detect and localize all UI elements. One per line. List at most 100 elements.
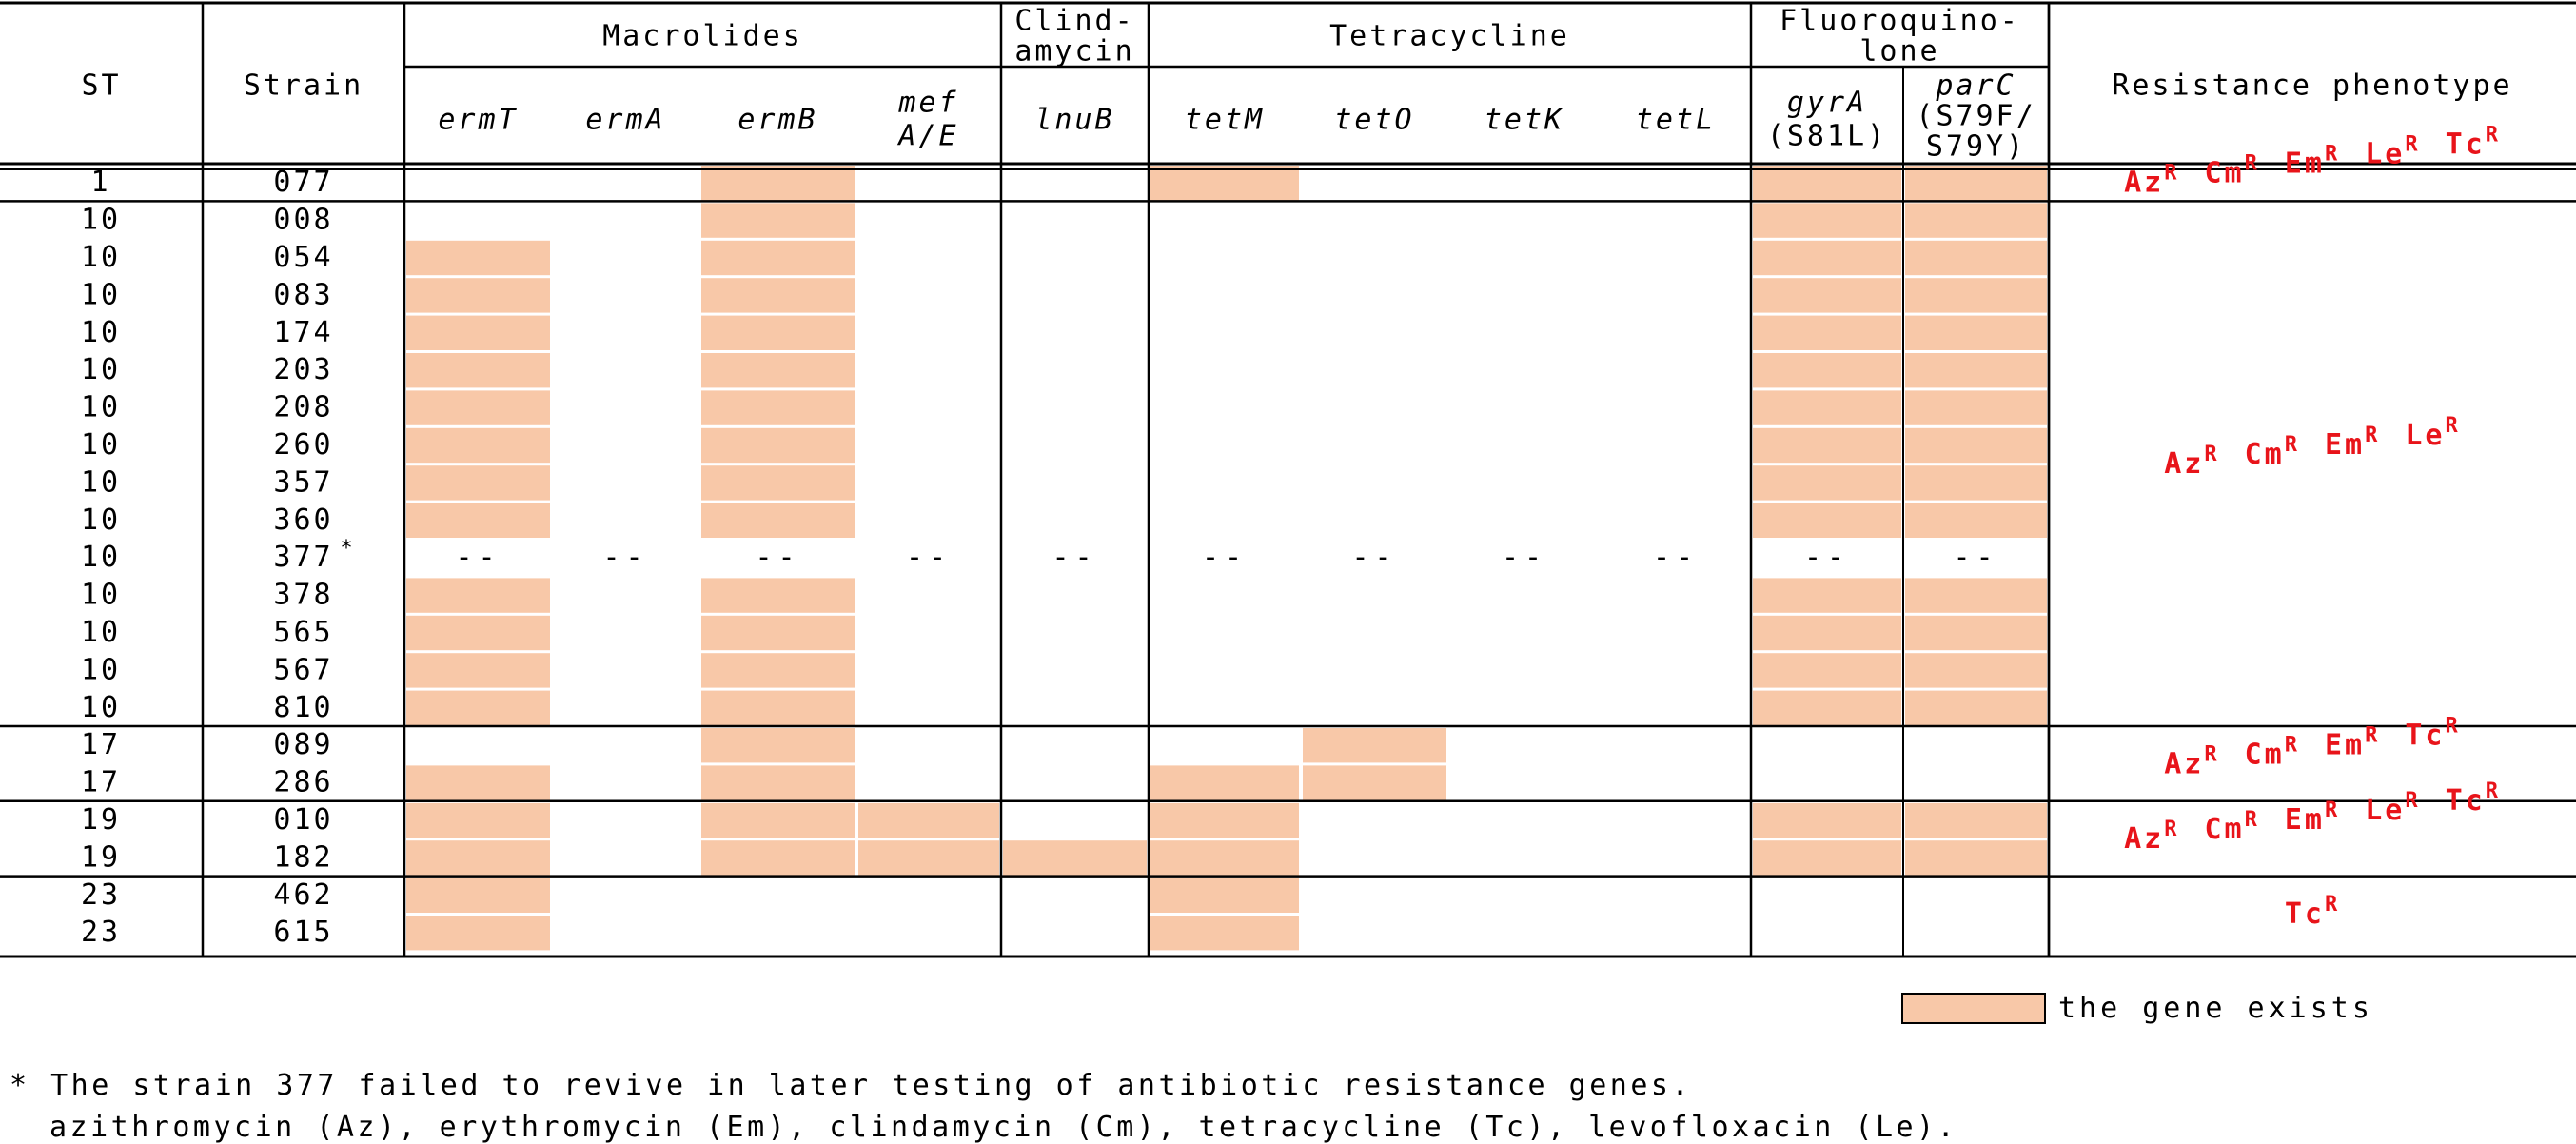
gene-present-cell bbox=[406, 278, 550, 313]
gene-present-cell bbox=[701, 765, 855, 800]
gene-present-cell bbox=[1905, 390, 2047, 425]
gene-present-cell bbox=[1753, 690, 1901, 725]
missing-data-mark: -- bbox=[1052, 541, 1097, 574]
strain-cell: 182 bbox=[273, 840, 333, 874]
strain-cell: 565 bbox=[273, 616, 333, 649]
gene-header: lnuB bbox=[1034, 104, 1114, 137]
st-cell: 23 bbox=[81, 878, 121, 912]
strain-cell: 377 bbox=[273, 541, 333, 574]
resistance-phenotype: AzR CmR EmR TcR bbox=[2164, 714, 2461, 780]
gene-present-cell bbox=[701, 503, 855, 538]
gene-present-cell bbox=[1753, 315, 1901, 350]
st-cell: 17 bbox=[81, 728, 121, 761]
strain-cell: 010 bbox=[273, 803, 333, 837]
phenotype-superscript: R bbox=[2285, 433, 2300, 457]
phenotype-superscript: R bbox=[2325, 893, 2340, 917]
gene-present-cell bbox=[1753, 390, 1901, 425]
gene-present-cell bbox=[1905, 690, 2047, 725]
phenotype-drug: Az bbox=[2124, 822, 2164, 856]
gene-present-cell bbox=[406, 465, 550, 501]
missing-data-mark: -- bbox=[602, 541, 648, 574]
phenotype-superscript: R bbox=[2325, 142, 2340, 166]
gene-present-cell bbox=[701, 653, 855, 688]
gene-present-cell bbox=[406, 878, 550, 913]
strain-cell: 174 bbox=[273, 316, 333, 349]
st-cell: 10 bbox=[81, 465, 121, 499]
gene-present-cell bbox=[406, 503, 550, 538]
strain-cell: 567 bbox=[273, 653, 333, 686]
group-header-clindamycin: Clind- bbox=[1014, 5, 1134, 38]
phenotype-superscript: R bbox=[2245, 808, 2260, 832]
strain-cell: 054 bbox=[273, 241, 333, 274]
gene-present-cell bbox=[701, 390, 855, 425]
gene-present-cell bbox=[1905, 578, 2047, 613]
gene-present-cell bbox=[406, 240, 550, 276]
strain-cell: 378 bbox=[273, 579, 333, 612]
group-header-fluoroquinolone: Fluoroquino- bbox=[1780, 5, 2020, 38]
st-header: ST bbox=[81, 69, 121, 103]
st-cell: 19 bbox=[81, 840, 121, 874]
gene-present-cell bbox=[406, 353, 550, 388]
st-cell: 10 bbox=[81, 353, 121, 386]
gene-present-cell bbox=[406, 315, 550, 350]
gene-present-cell bbox=[1753, 615, 1901, 651]
gene-present-cell bbox=[406, 615, 550, 651]
gene-header: ermB bbox=[737, 104, 817, 137]
gene-present-cell bbox=[1303, 765, 1446, 800]
gene-header: mef bbox=[897, 87, 958, 120]
gene-header: A/E bbox=[896, 120, 958, 153]
table-rules bbox=[0, 1, 2576, 958]
gene-header: gyrA bbox=[1787, 87, 1867, 120]
missing-data-mark: -- bbox=[906, 541, 952, 574]
gene-present-cell bbox=[1753, 427, 1901, 464]
missing-data-mark: -- bbox=[455, 541, 501, 574]
gene-cells bbox=[406, 166, 2047, 951]
strain-cell: 089 bbox=[273, 728, 333, 761]
phenotype-superscript: R bbox=[2446, 714, 2461, 738]
missing-data-mark: -- bbox=[1804, 541, 1850, 574]
gene-present-cell bbox=[1905, 353, 2047, 388]
st-cell: 17 bbox=[81, 766, 121, 799]
resistance-phenotype: AzR CmR EmR LeR TcR bbox=[2124, 123, 2501, 199]
gene-present-cell bbox=[1150, 802, 1299, 838]
st-cell: 23 bbox=[81, 916, 121, 949]
group-header-fluoroquinolone: lone bbox=[1859, 35, 1939, 69]
gene-present-cell bbox=[701, 353, 855, 388]
group-header-clindamycin: amycin bbox=[1014, 35, 1134, 69]
phenotype-superscript: R bbox=[2365, 424, 2380, 447]
footnote-asterisk: * The strain 377 failed to revive in lat… bbox=[10, 1069, 1693, 1102]
st-cell: 10 bbox=[81, 241, 121, 274]
gene-present-cell bbox=[1150, 840, 1299, 876]
gene-present-cell bbox=[858, 840, 999, 876]
legend-swatch bbox=[1901, 993, 2046, 1024]
st-cell: 1 bbox=[90, 166, 110, 199]
gene-present-cell bbox=[701, 690, 855, 725]
missing-data-mark: -- bbox=[1202, 541, 1248, 574]
gene-present-cell bbox=[1150, 166, 1299, 201]
st-cell: 10 bbox=[81, 691, 121, 724]
gene-present-cell bbox=[1905, 240, 2047, 276]
strain-cell: 008 bbox=[273, 204, 333, 237]
gene-present-cell bbox=[406, 840, 550, 876]
gene-header: tetM bbox=[1185, 104, 1265, 137]
gene-present-cell bbox=[1905, 503, 2047, 538]
gene-header: ermT bbox=[438, 104, 518, 137]
gene-header: parC bbox=[1935, 69, 2016, 103]
strain-cell: 810 bbox=[273, 691, 333, 724]
gene-present-cell bbox=[1150, 878, 1299, 913]
gene-present-cell bbox=[406, 690, 550, 725]
gene-present-cell bbox=[1150, 916, 1299, 951]
strain-cell: 260 bbox=[273, 428, 333, 462]
gene-present-cell bbox=[1753, 278, 1901, 313]
gene-present-cell bbox=[1905, 840, 2047, 876]
phenotype-superscript: R bbox=[2486, 123, 2501, 147]
phenotype-superscript: R bbox=[2365, 723, 2380, 747]
strain-cell: 286 bbox=[273, 766, 333, 799]
phenotype-drug: Em bbox=[2325, 728, 2365, 761]
phenotype-drug: Az bbox=[2164, 447, 2204, 481]
phenotype-drug: Cm bbox=[2204, 156, 2244, 189]
footnote-abbreviations: azithromycin (Az), erythromycin (Em), cl… bbox=[49, 1111, 1958, 1144]
gene-present-cell bbox=[406, 653, 550, 688]
phenotype-superscript: R bbox=[2446, 414, 2461, 438]
gene-header: S79Y) bbox=[1926, 130, 2026, 164]
